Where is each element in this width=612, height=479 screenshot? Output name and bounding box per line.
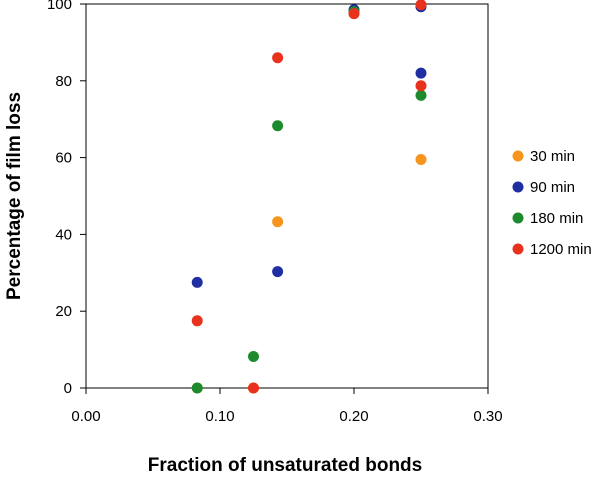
y-axis-ticks: 0 20 40 60 80 100: [47, 0, 86, 397]
data-point: [272, 52, 284, 64]
plot-area-frame: [85, 3, 489, 389]
y-tick-label: 100: [47, 0, 72, 13]
data-point: [272, 216, 284, 228]
data-point: [415, 67, 427, 79]
x-tick-label: 0.10: [205, 408, 234, 425]
data-point: [191, 382, 203, 394]
y-tick-label: 80: [55, 73, 72, 90]
legend-marker: [512, 150, 524, 162]
data-point: [415, 89, 427, 101]
data-point: [415, 154, 427, 166]
legend-marker: [512, 243, 524, 255]
x-axis-ticks: 0.00 0.10 0.20 0.30: [71, 388, 503, 425]
legend-label: 180 min: [530, 210, 583, 227]
legend-marker: [512, 181, 524, 193]
x-axis-title: Fraction of unsaturated bonds: [148, 455, 422, 476]
data-point: [272, 120, 284, 132]
data-point: [248, 382, 259, 394]
legend-label: 90 min: [530, 179, 575, 196]
legend-label: 1200 min: [530, 241, 592, 258]
y-axis-title: Percentage of film loss: [4, 92, 25, 300]
legend-marker: [512, 212, 524, 224]
y-tick-label: 20: [55, 303, 72, 320]
legend-label: 30 min: [530, 148, 575, 165]
x-tick-label: 0.30: [473, 408, 502, 425]
y-tick-label: 60: [55, 150, 72, 167]
data-point: [415, 80, 427, 92]
legend: 30 min 90 min 180 min 1200 min: [512, 148, 592, 258]
x-tick-label: 0.20: [339, 408, 368, 425]
data-point: [415, 0, 427, 11]
x-tick-label: 0.00: [71, 408, 100, 425]
data-point: [191, 315, 203, 327]
data-point: [191, 276, 203, 288]
y-tick-label: 40: [55, 226, 72, 243]
data-point: [272, 266, 284, 278]
data-point: [248, 351, 259, 363]
data-points: [191, 0, 427, 394]
y-tick-label: 0: [64, 380, 72, 397]
data-point: [348, 8, 360, 20]
